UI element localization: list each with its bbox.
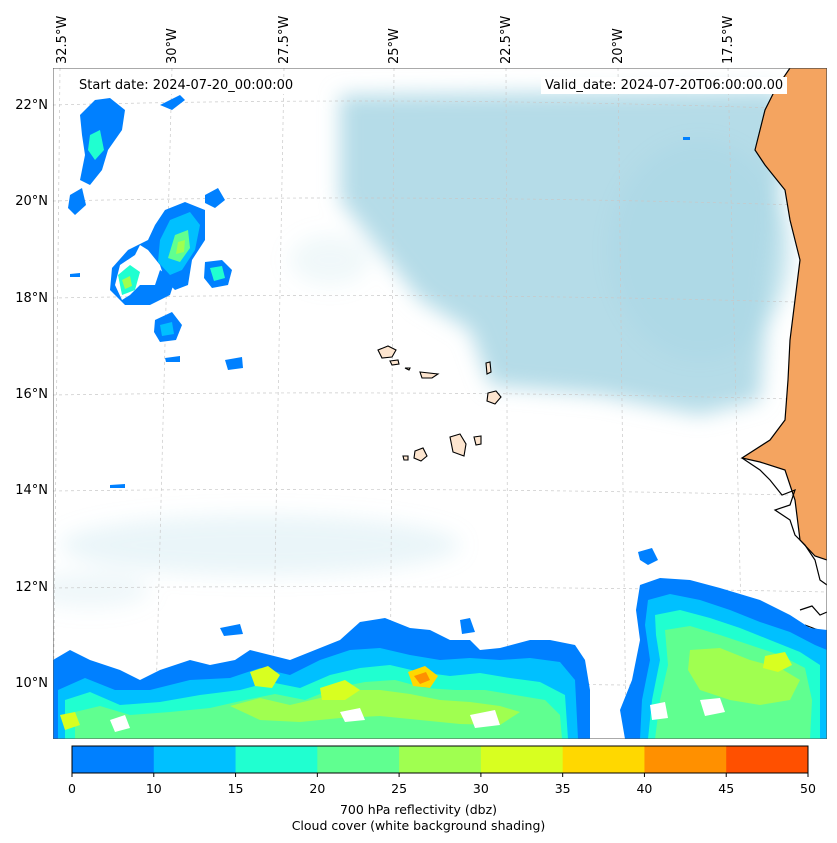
colorbar-tick-label-5: 30 [472, 781, 489, 796]
lon-label-22-5w: 22.5°W [499, 15, 514, 64]
colorbar-tick-label-0: 0 [68, 781, 76, 796]
colorbar-segment-2 [235, 746, 318, 773]
lat-label-14n: 14°N [15, 483, 48, 498]
colorbar-tick-label-4: 25 [391, 781, 408, 796]
colorbar-segment-5 [480, 746, 564, 773]
cloud-band-west [53, 572, 150, 608]
reflectivity-field [53, 95, 827, 739]
lat-label-16n: 16°N [15, 387, 48, 402]
colorbar [71, 745, 809, 777]
lon-label-20w: 20°W [611, 28, 626, 64]
reflectivity-cells-southeast [620, 578, 827, 739]
lon-label-25w: 25°W [387, 28, 402, 64]
cloud-band-south [60, 515, 460, 575]
lat-label-18n: 18°N [15, 291, 48, 306]
colorbar-segment-3 [317, 746, 400, 773]
colorbar-tick-label-7: 40 [636, 781, 653, 796]
reflectivity-cells-northwest [68, 95, 690, 636]
colorbar-segment-0 [72, 746, 155, 773]
colorbar-frame [71, 745, 809, 774]
lon-label-17-5w: 17.5°W [721, 15, 736, 64]
colorbar-segment-7 [644, 746, 727, 773]
colorbar-label-cloud: Cloud cover (white background shading) [291, 818, 546, 833]
lon-label-30w: 30°W [165, 28, 180, 64]
lon-label-32-5w: 32.5°W [55, 15, 70, 64]
colorbar-tick-label-1: 10 [145, 781, 162, 796]
lat-label-12n: 12°N [15, 580, 48, 595]
colorbar-segment-8 [726, 746, 809, 773]
colorbar-tick-label-2: 15 [227, 781, 244, 796]
reflectivity-band-south [53, 618, 590, 739]
colorbar-tick-label-3: 20 [309, 781, 326, 796]
cloud-area-east [610, 140, 790, 360]
colorbar-tick-label-9: 50 [800, 781, 816, 796]
lat-label-22n: 22°N [15, 98, 48, 113]
colorbar-segment-1 [153, 746, 237, 773]
cloud-patch-center [290, 235, 370, 285]
lat-label-10n: 10°N [15, 676, 48, 691]
cloud-cover-shading [53, 90, 790, 608]
valid-date-label: Valid_date: 2024-07-20T06:00:00.00 [541, 77, 788, 94]
start-date-label: Start date: 2024-07-20_00:00:00 [75, 77, 298, 94]
lat-label-20n: 20°N [15, 194, 48, 209]
colorbar-segment-4 [399, 746, 482, 773]
lon-label-27-5w: 27.5°W [277, 15, 292, 64]
colorbar-label-reflectivity: 700 hPa reflectivity (dbz) [339, 802, 498, 817]
colorbar-segment-6 [562, 746, 645, 773]
colorbar-tick-label-8: 45 [718, 781, 735, 796]
colorbar-tick-label-6: 35 [554, 781, 571, 796]
cabo-verde-islands [377, 345, 502, 462]
